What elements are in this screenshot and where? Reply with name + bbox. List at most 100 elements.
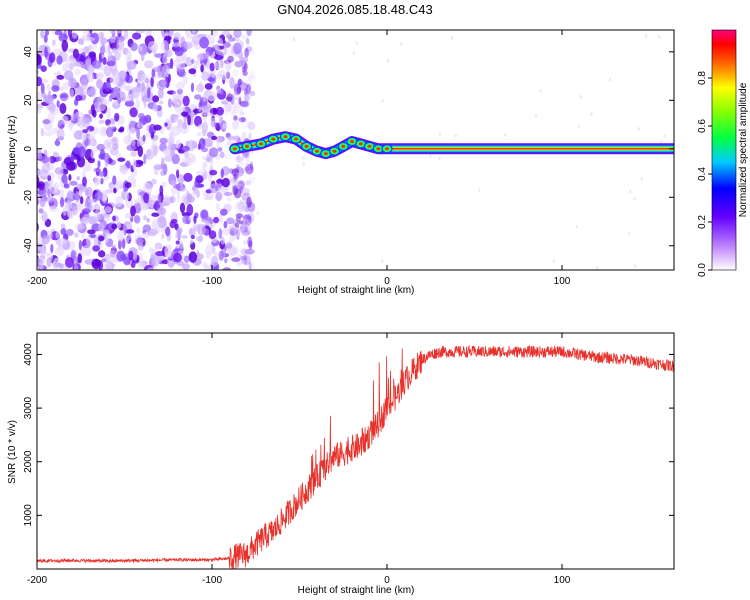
noise-speck bbox=[241, 248, 248, 256]
noise-speck bbox=[136, 160, 144, 165]
noise-speck bbox=[133, 215, 141, 224]
noise-speck bbox=[235, 35, 240, 43]
noise-speck bbox=[96, 143, 106, 151]
noise-speck bbox=[245, 151, 250, 163]
noise-speck bbox=[104, 206, 112, 214]
noise-speck bbox=[177, 190, 181, 202]
noise-speck bbox=[182, 75, 188, 85]
noise-speck bbox=[103, 215, 111, 222]
noise-speck bbox=[81, 245, 92, 257]
noise-speck bbox=[93, 168, 102, 172]
noise-speck bbox=[44, 30, 50, 36]
noise-speck bbox=[106, 126, 114, 138]
noise-speck bbox=[94, 208, 101, 221]
noise-speck bbox=[102, 57, 107, 65]
noise-speck bbox=[243, 220, 246, 225]
noise-speck bbox=[234, 156, 244, 163]
noise-speck bbox=[163, 163, 168, 176]
noise-speck bbox=[184, 30, 190, 36]
noise-speck bbox=[234, 96, 239, 101]
noise-speck bbox=[107, 255, 117, 263]
noise-speck bbox=[208, 230, 217, 240]
noise-speck bbox=[164, 122, 168, 127]
noise-speck bbox=[233, 30, 242, 38]
y-tick-label: 1000 bbox=[23, 504, 34, 527]
noise-speck bbox=[231, 257, 241, 262]
noise-speck bbox=[233, 188, 242, 199]
noise-speck bbox=[231, 180, 241, 189]
noise-speck bbox=[37, 193, 41, 204]
noise-speck bbox=[119, 126, 125, 132]
noise-speck bbox=[221, 76, 227, 81]
noise-speck bbox=[190, 239, 194, 245]
noise-speck bbox=[590, 112, 593, 116]
noise-speck bbox=[158, 87, 164, 99]
noise-speck bbox=[224, 101, 228, 114]
noise-speck bbox=[579, 94, 583, 99]
noise-speck bbox=[77, 253, 82, 264]
noise-speck bbox=[198, 235, 204, 243]
noise-speck bbox=[115, 180, 124, 186]
noise-speck bbox=[152, 95, 160, 103]
noise-speck bbox=[224, 153, 234, 160]
noise-speck bbox=[109, 147, 119, 156]
noise-speck bbox=[227, 135, 236, 141]
x-tick-label: 100 bbox=[554, 276, 571, 287]
noise-speck bbox=[52, 48, 62, 56]
noise-speck bbox=[195, 170, 205, 176]
noise-speck bbox=[62, 206, 67, 216]
noise-speck bbox=[113, 86, 120, 94]
noise-speck bbox=[229, 224, 235, 231]
noise-speck bbox=[144, 30, 151, 37]
noise-speck bbox=[38, 208, 44, 214]
noise-speck bbox=[102, 193, 108, 204]
noise-speck bbox=[232, 225, 237, 237]
noise-speck bbox=[231, 69, 239, 78]
noise-speck bbox=[126, 223, 133, 229]
noise-speck bbox=[105, 155, 109, 167]
noise-speck bbox=[227, 55, 234, 63]
noise-speck bbox=[381, 99, 384, 103]
noise-speck bbox=[75, 191, 80, 203]
noise-speck bbox=[196, 83, 205, 93]
noise-speck bbox=[202, 93, 207, 102]
spectrogram-frame bbox=[36, 29, 675, 271]
noise-speck bbox=[218, 250, 224, 261]
noise-speck bbox=[37, 91, 43, 100]
noise-speck bbox=[132, 177, 137, 189]
noise-speck bbox=[218, 228, 223, 240]
noise-speck bbox=[234, 227, 241, 238]
noise-speck bbox=[245, 216, 252, 223]
noise-speck bbox=[204, 170, 208, 180]
noise-speck bbox=[71, 32, 78, 39]
noise-speck bbox=[162, 64, 170, 75]
noise-speck bbox=[119, 165, 128, 174]
noise-speck bbox=[54, 30, 63, 36]
noise-speck bbox=[69, 180, 78, 186]
noise-speck bbox=[202, 161, 208, 168]
noise-speck bbox=[32, 31, 37, 37]
noise-speck bbox=[191, 30, 196, 34]
noise-speck bbox=[176, 169, 180, 179]
noise-speck bbox=[37, 103, 44, 110]
noise-speck bbox=[203, 195, 213, 201]
noise-speck bbox=[141, 203, 150, 209]
noise-speck bbox=[181, 145, 190, 152]
noise-speck bbox=[454, 133, 457, 138]
noise-speck bbox=[196, 249, 200, 258]
noise-speck bbox=[141, 232, 150, 239]
noise-speck bbox=[231, 43, 241, 55]
noise-speck bbox=[72, 205, 78, 216]
noise-speck bbox=[74, 223, 85, 230]
noise-speck bbox=[124, 182, 132, 189]
colorbar-tick-label: 0.8 bbox=[697, 71, 708, 85]
noise-speck bbox=[51, 85, 60, 92]
noise-speck bbox=[31, 176, 37, 181]
noise-speck bbox=[235, 260, 242, 268]
noise-speck bbox=[148, 230, 157, 237]
noise-speck bbox=[240, 56, 249, 64]
noise-speck bbox=[101, 258, 107, 263]
spectrogram-y-label: Frequency (Hz) bbox=[7, 116, 18, 185]
noise-speck bbox=[219, 151, 225, 159]
noise-speck bbox=[43, 131, 54, 137]
